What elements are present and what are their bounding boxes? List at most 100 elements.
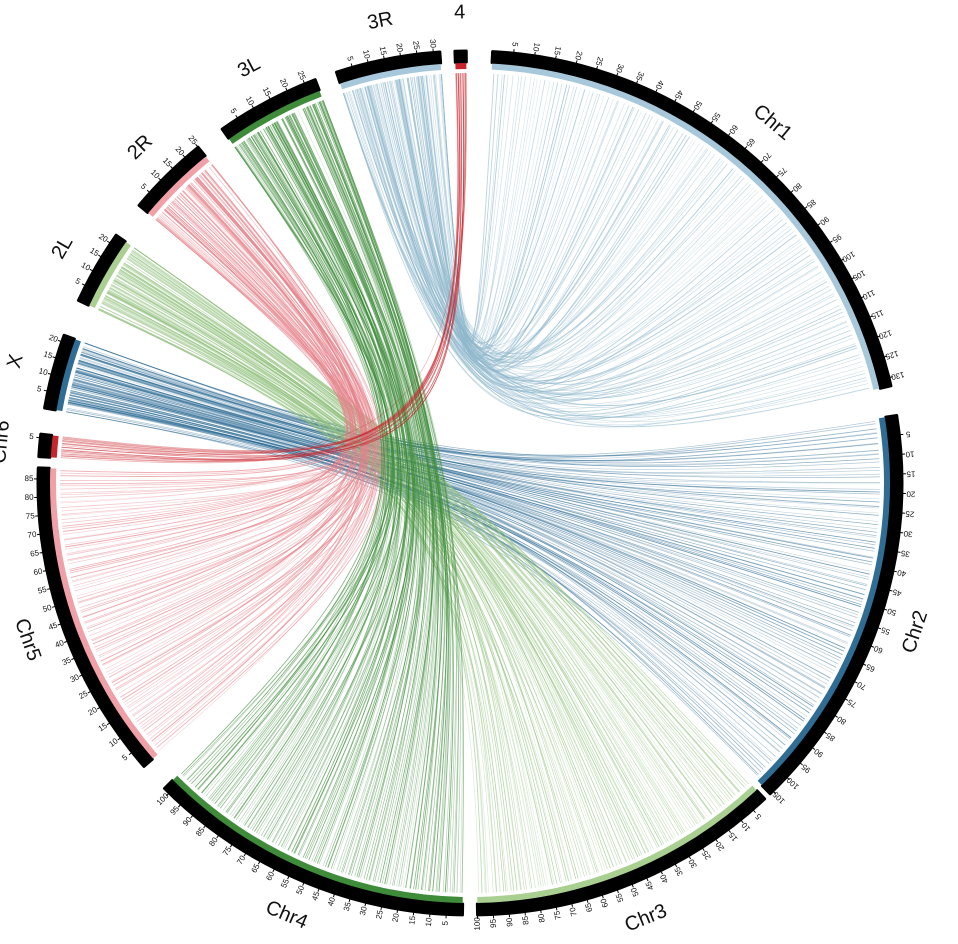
chromosome-3L: 5 10 15 20 25 — [220, 70, 322, 144]
link-chr4-3L — [272, 122, 404, 843]
link-chr4-3L — [308, 106, 435, 883]
link-chr4-3L — [306, 106, 437, 887]
link-chr1-3R — [376, 83, 827, 397]
link-chr1-3R — [343, 93, 866, 418]
link-chr1-3R — [439, 74, 563, 348]
link-chr1-3R — [407, 77, 687, 367]
link-chr1-3R — [395, 79, 709, 364]
link-chr6-4 — [62, 73, 461, 457]
tick-mark — [106, 240, 111, 244]
tick-mark — [816, 222, 821, 227]
link-chr5-2R — [82, 188, 352, 618]
link-chr3-2L — [111, 283, 579, 879]
tick-label: 75 — [221, 845, 234, 858]
tick-label: 25 — [296, 70, 308, 82]
chromosome-label-chr4: Chr4 — [262, 896, 311, 933]
tick-label: 40 — [326, 896, 338, 908]
tick-label: 40 — [54, 638, 66, 650]
link-chr3-2L — [123, 262, 696, 826]
tick-label: 40 — [658, 872, 670, 884]
tick-label: 5 — [345, 55, 355, 62]
link-chr2-X — [73, 379, 845, 652]
link-chr5-2R — [147, 164, 369, 737]
link-chr3-2L — [127, 257, 686, 833]
link-chr1-3R — [396, 79, 679, 355]
link-chr4-3L — [286, 115, 417, 862]
link-chr1-3R — [399, 79, 708, 361]
link-chr4-3L — [291, 113, 415, 868]
link-chr1-3R — [389, 80, 723, 361]
tick-label: 75 — [25, 511, 35, 521]
link-chr4-3L — [211, 133, 387, 802]
chromosome-scale-band — [76, 233, 127, 307]
link-chr5-2R — [60, 209, 356, 496]
link-chr5-2R — [108, 177, 378, 678]
link-chr5-2R — [60, 219, 349, 474]
tick-mark — [601, 894, 604, 899]
link-chr2-X — [84, 342, 878, 457]
tick-mark — [235, 115, 239, 119]
tick-label: 15 — [97, 721, 110, 734]
tick-label: 125 — [884, 349, 900, 362]
link-chr3-2L — [131, 250, 712, 815]
link-chr5-2R — [77, 190, 368, 603]
link-chr1-3R — [365, 86, 835, 402]
tick-label: 50 — [629, 886, 641, 898]
tick-label: 20 — [97, 232, 110, 245]
tick-label: 85 — [824, 730, 837, 743]
chromosome-color-band — [56, 339, 81, 412]
link-chr3-2L — [98, 309, 483, 893]
link-chr2-X — [83, 346, 880, 490]
tick-label: 5 — [510, 42, 519, 48]
chromosome-color-band — [89, 242, 131, 309]
link-chr2-X — [84, 342, 880, 467]
link-chr6-4 — [61, 73, 465, 460]
link-chr4-3L — [322, 100, 460, 893]
tick-label: 30 — [358, 905, 369, 916]
link-chr2-X — [78, 359, 875, 552]
link-chr2-X — [74, 374, 846, 649]
tick-mark — [799, 761, 803, 766]
tick-mark — [57, 339, 62, 343]
link-chr4-3L — [307, 106, 434, 885]
tick-mark — [177, 803, 182, 808]
tick-mark — [714, 838, 718, 843]
chromosome-color-band — [491, 63, 880, 390]
tick-mark — [380, 905, 383, 910]
chromosome-label-3L: 3L — [234, 52, 264, 82]
tick-mark — [595, 65, 599, 71]
tick-label: 30 — [903, 529, 913, 539]
link-chr5-2R — [59, 215, 366, 482]
tick-label: 60 — [33, 566, 44, 577]
tick-label: 60 — [599, 897, 610, 909]
tick-mark — [710, 120, 714, 125]
link-chr4-3L — [291, 113, 431, 880]
link-chr1-3R — [390, 80, 721, 367]
tick-mark — [615, 72, 619, 77]
link-chr5-2R — [131, 176, 380, 716]
link-chr4-3L — [186, 146, 390, 780]
tick-mark — [775, 174, 779, 179]
link-chr4-3L — [266, 126, 413, 849]
link-chr2-X — [79, 357, 878, 530]
link-chr3-2L — [123, 263, 702, 822]
link-chr5-2R — [60, 218, 366, 494]
link-chr3-2L — [113, 279, 592, 875]
link-chr4-3L — [319, 101, 457, 893]
tick-mark — [98, 254, 103, 258]
link-chr2-X — [73, 378, 854, 628]
synteny-links — [59, 72, 881, 893]
link-chr2-X — [75, 371, 865, 596]
tick-label: 55 — [279, 877, 291, 889]
tick-mark — [57, 623, 62, 626]
link-chr2-X — [66, 407, 799, 729]
tick-mark — [412, 911, 415, 916]
chromosome-scale-band — [760, 413, 904, 796]
link-chr1-3R — [373, 84, 814, 384]
link-chr3-2L — [116, 274, 621, 865]
link-chr2-X — [80, 354, 880, 495]
tick-mark — [399, 52, 402, 57]
link-chr6-4 — [60, 72, 467, 464]
link-chr1-3R — [402, 78, 728, 355]
